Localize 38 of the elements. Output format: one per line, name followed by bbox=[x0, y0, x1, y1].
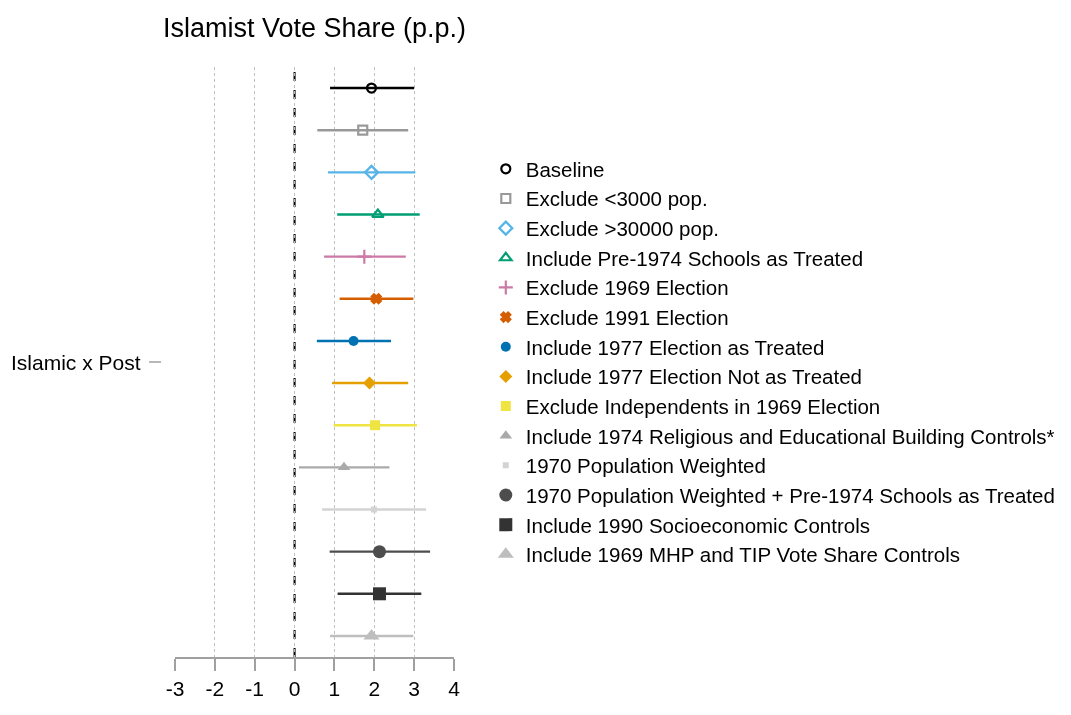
x-tick-label: 3 bbox=[408, 677, 420, 701]
point bbox=[348, 335, 359, 346]
legend-label: Include 1977 Election as Treated bbox=[525, 335, 825, 359]
x-tick-label: 2 bbox=[368, 677, 381, 701]
legend-label: Exclude 1991 Election bbox=[525, 306, 729, 330]
legend-label: Include 1990 Socioeconomic Controls bbox=[525, 513, 870, 537]
point bbox=[357, 124, 369, 136]
x-tick-label: -1 bbox=[245, 677, 265, 701]
legend-label: Include 1977 Election Not as Treated bbox=[525, 365, 862, 389]
x-tick-label: -3 bbox=[165, 677, 185, 701]
point bbox=[363, 376, 376, 390]
point bbox=[356, 248, 373, 265]
point bbox=[370, 293, 382, 305]
legend-label: 1970 Population Weighted bbox=[525, 454, 766, 478]
point bbox=[370, 506, 377, 513]
x-tick-label: 4 bbox=[448, 677, 461, 701]
legend-label: Exclude <3000 pop. bbox=[525, 187, 708, 211]
legend-label: 1970 Population Weighted + Pre-1974 Schools as Treated bbox=[525, 483, 1055, 507]
point bbox=[372, 587, 386, 601]
legend-label: Include 1974 Religious and Educational Building Controls* bbox=[525, 424, 1055, 448]
legend-label: Exclude 1969 Election bbox=[525, 276, 729, 300]
point bbox=[363, 628, 380, 640]
legend-label: Include Pre-1974 Schools as Treated bbox=[525, 246, 864, 270]
legend-label: Exclude Independents in 1969 Election bbox=[525, 395, 881, 419]
point bbox=[365, 82, 378, 94]
x-tick-label: 0 bbox=[288, 677, 301, 701]
legend-label: Include 1969 MHP and TIP Vote Share Controls bbox=[525, 543, 960, 567]
point bbox=[337, 461, 351, 471]
text: Islamic x Post bbox=[11, 351, 141, 374]
point bbox=[371, 208, 385, 219]
legend-label: Exclude >30000 pop. bbox=[525, 217, 719, 241]
legend-label: Baseline bbox=[525, 157, 605, 181]
point bbox=[363, 164, 380, 180]
point bbox=[372, 545, 386, 559]
x-tick-label: 1 bbox=[328, 677, 341, 701]
chart-title: Islamist Vote Share (p.p.) bbox=[162, 13, 467, 44]
x-tick-label: -2 bbox=[205, 677, 225, 701]
point bbox=[370, 420, 381, 431]
